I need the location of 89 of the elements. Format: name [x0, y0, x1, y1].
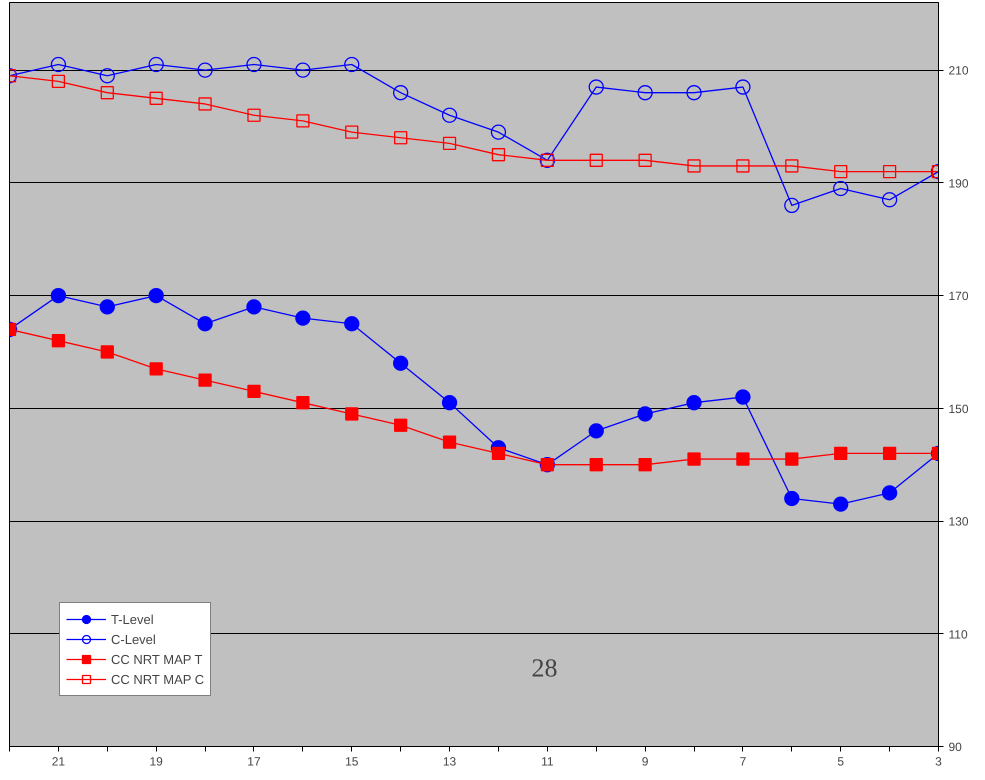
point [735, 389, 751, 405]
point [735, 79, 751, 95]
x-tick-label: 9 [642, 754, 649, 768]
point [834, 446, 848, 460]
point [637, 406, 653, 422]
legend-label: CC NRT MAP C [111, 672, 204, 686]
point [150, 362, 163, 376]
point [590, 154, 603, 167]
x-tick-label: 21 [52, 754, 66, 768]
x-tick-label: 3 [935, 754, 942, 768]
point [442, 435, 456, 449]
point [345, 407, 358, 421]
point [345, 125, 358, 139]
point [247, 108, 261, 122]
point [296, 114, 310, 128]
point [442, 136, 456, 150]
y-tick-label: 190 [948, 176, 969, 190]
point [52, 334, 66, 348]
point [638, 154, 652, 167]
point [785, 159, 798, 173]
point [100, 68, 115, 84]
point [50, 288, 66, 304]
point [296, 396, 310, 410]
point [882, 164, 896, 178]
point [197, 62, 213, 78]
point [148, 288, 164, 304]
point [736, 452, 750, 466]
point [736, 159, 750, 173]
point [833, 180, 848, 196]
point [393, 85, 408, 100]
annotation: 28 [532, 654, 558, 682]
point [100, 345, 114, 359]
legend-label: C-Level [111, 632, 156, 646]
y-tick-label: 110 [948, 627, 968, 642]
point [882, 446, 896, 460]
x-tick-label: 13 [442, 754, 457, 768]
x-tick-label: 15 [345, 754, 359, 768]
point [687, 159, 701, 173]
point [588, 79, 604, 95]
point [100, 86, 114, 100]
point [637, 85, 653, 100]
y-tick-label: 170 [948, 289, 969, 304]
point [197, 316, 213, 332]
point [492, 446, 506, 460]
point [344, 56, 360, 72]
x-tick-label: 5 [837, 754, 844, 768]
x-tick-label: 17 [247, 754, 261, 768]
y-tick-label: 130 [948, 514, 969, 529]
x-tick-label: 11 [541, 754, 554, 768]
y-tick-label: 150 [948, 402, 969, 416]
point [442, 108, 458, 123]
point [784, 490, 800, 506]
point [492, 148, 506, 162]
point [52, 74, 66, 88]
point [198, 97, 212, 111]
point [344, 316, 360, 332]
legend-label: CC NRT MAP T [111, 652, 203, 666]
point [442, 395, 458, 410]
point [882, 485, 898, 500]
y-tick-label: 90 [948, 740, 962, 754]
point [50, 56, 66, 72]
x-tick-label: 7 [740, 754, 747, 768]
point [393, 356, 408, 371]
point [687, 452, 701, 466]
point [247, 384, 261, 398]
point [833, 496, 848, 512]
point [490, 124, 506, 140]
point [686, 85, 702, 100]
point [100, 299, 115, 314]
point [785, 452, 798, 466]
legend-label: T-Level [111, 612, 154, 626]
point [638, 458, 652, 472]
point [198, 373, 212, 387]
point [295, 62, 311, 78]
point [784, 198, 800, 214]
point [246, 299, 262, 314]
point [394, 131, 408, 144]
point [834, 164, 848, 178]
point [246, 56, 262, 72]
x-tick-label: 19 [150, 754, 164, 768]
point [150, 92, 163, 105]
point [295, 310, 311, 326]
point [882, 192, 898, 208]
y-tick-label: 210 [948, 64, 969, 78]
point [588, 423, 604, 438]
point [394, 418, 408, 432]
point [686, 395, 702, 410]
point [148, 56, 164, 72]
point [590, 458, 603, 472]
